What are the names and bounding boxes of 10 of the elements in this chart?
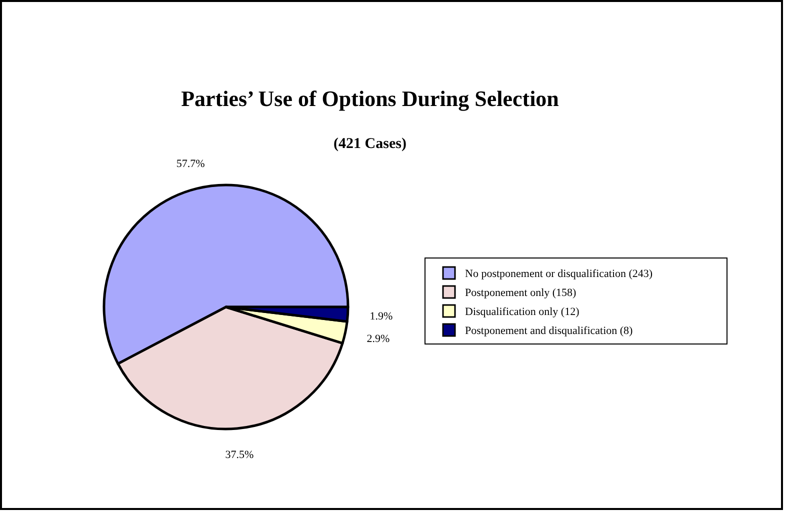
- data-label: 2.9%: [366, 332, 390, 345]
- legend-label: Postponement and disqualification (8): [465, 324, 634, 337]
- legend-label: No postponement or disqualification (243): [465, 268, 653, 280]
- data-label: 57.7%: [176, 158, 205, 170]
- chart-subtitle: (421 Cases): [334, 136, 406, 152]
- chart-title: Parties’ Use of Options During Selection: [181, 86, 559, 111]
- data-label: 1.9%: [370, 310, 393, 323]
- legend-label: Disqualification only (12): [465, 306, 580, 318]
- legend-label: Postponement only (158): [465, 286, 577, 299]
- data-label: 37.5%: [225, 449, 254, 462]
